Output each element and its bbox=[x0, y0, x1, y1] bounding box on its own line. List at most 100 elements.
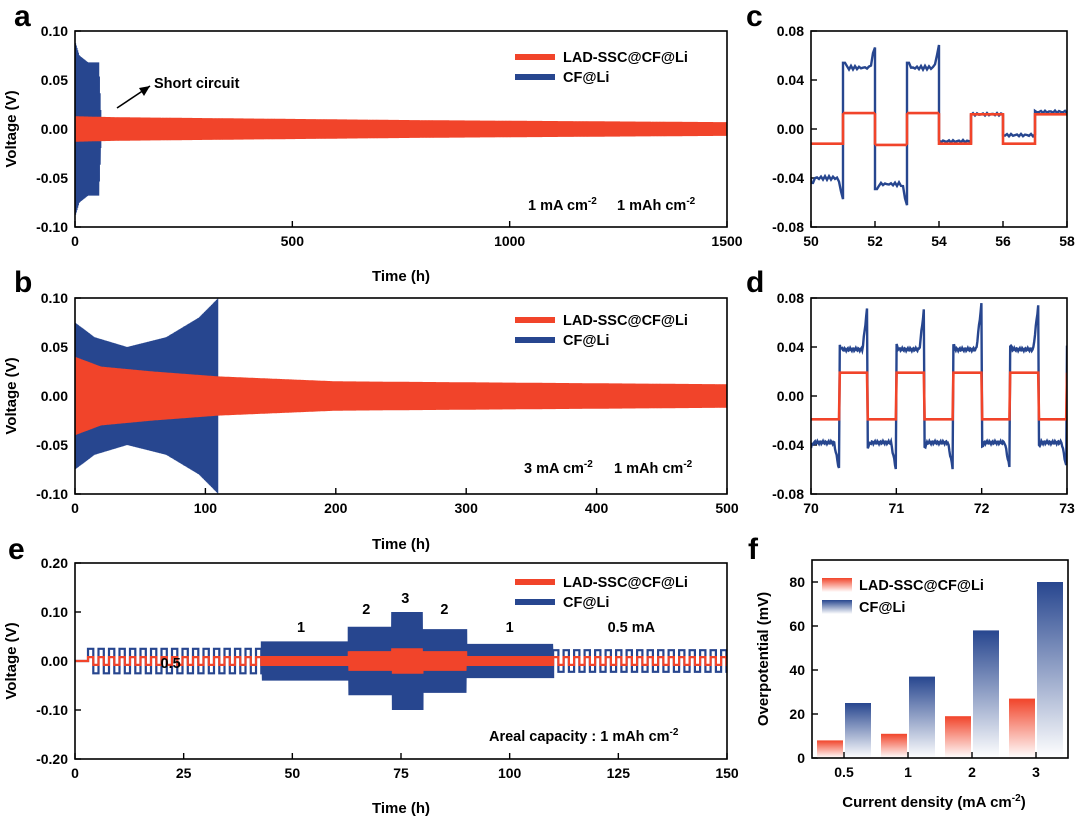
panel-letter: b bbox=[14, 266, 32, 299]
y-tick-label: -0.10 bbox=[36, 702, 68, 718]
series-lad-ssc bbox=[75, 648, 727, 674]
legend-label-lad: LAD-SSC@CF@Li bbox=[563, 575, 688, 591]
panel-e: 0.20 0.10 0.00 -0.10 -0.200 25 50 75 100 125 150 LA… bbox=[3, 533, 739, 817]
x-tick-label: 0 bbox=[71, 765, 79, 781]
x-tick-label: 52 bbox=[867, 233, 883, 249]
x-tick-label: 50 bbox=[285, 765, 301, 781]
condition-capacity-text: 1 mAh cm bbox=[614, 461, 683, 477]
y-tick-label: 80 bbox=[789, 574, 805, 590]
y-tick-label: 0.08 bbox=[777, 23, 804, 39]
series-group bbox=[811, 44, 1067, 206]
legend-label-lad: LAD-SSC@CF@Li bbox=[563, 313, 688, 329]
x-axis-label-exponent: -2 bbox=[1012, 793, 1021, 804]
legend-label-cf: CF@Li bbox=[563, 70, 609, 86]
x-tick-label: 50 bbox=[803, 233, 819, 249]
y-tick-label: 20 bbox=[789, 706, 805, 722]
condition-label: 1 mA cm-2 1 mAh cm-2 bbox=[528, 196, 696, 214]
rate-label: 1 bbox=[506, 620, 514, 636]
panel-letter: d bbox=[746, 266, 764, 299]
x-tick-label: 73 bbox=[1059, 500, 1075, 516]
y-tick-label: 0.00 bbox=[777, 121, 804, 137]
legend-label-cf: CF@Li bbox=[563, 595, 609, 611]
x-tick-label: 0 bbox=[71, 233, 79, 249]
y-tick-label: 0.04 bbox=[777, 72, 804, 88]
rate-label: 0.5 mA bbox=[608, 620, 656, 636]
x-axis-label: Time (h) bbox=[372, 800, 430, 817]
rate-label: 3 bbox=[401, 591, 409, 607]
x-tick-label: 100 bbox=[194, 500, 218, 516]
series-group bbox=[811, 302, 1067, 470]
bar-cf-li bbox=[909, 676, 935, 758]
x-tick-label: 150 bbox=[715, 765, 739, 781]
plot-frame bbox=[810, 297, 1068, 495]
panel-letter: c bbox=[746, 0, 763, 33]
x-axis-label-close: ) bbox=[1021, 794, 1026, 811]
x-tick-label: 3 bbox=[1032, 764, 1040, 780]
bar-lad-ssc bbox=[881, 733, 907, 758]
x-tick-label: 2 bbox=[968, 764, 976, 780]
y-tick-label: 0.00 bbox=[41, 121, 68, 137]
condition-capacity-exponent: -2 bbox=[683, 459, 692, 470]
y-tick-label: 0.05 bbox=[41, 339, 68, 355]
y-tick-label: 0.05 bbox=[41, 72, 68, 88]
x-tick-label: 72 bbox=[974, 500, 990, 516]
y-tick-label: -0.05 bbox=[36, 437, 68, 453]
condition-capacity: Areal capacity : 1 mAh cm-2 bbox=[489, 727, 679, 745]
condition-capacity-text: 1 mAh cm bbox=[617, 198, 686, 214]
y-tick-label: -0.20 bbox=[36, 751, 68, 767]
x-tick-label: 75 bbox=[393, 765, 409, 781]
x-tick-label: 500 bbox=[281, 233, 305, 249]
x-tick-label: 100 bbox=[498, 765, 522, 781]
condition-current: 3 mA cm-2 bbox=[524, 459, 593, 477]
y-tick-label: -0.05 bbox=[36, 170, 68, 186]
plot-frame bbox=[74, 30, 728, 228]
x-tick-label: 0 bbox=[71, 500, 79, 516]
series-lad-ssc bbox=[811, 371, 1067, 421]
x-tick-label: 70 bbox=[803, 500, 819, 516]
y-tick-label: 0.04 bbox=[777, 339, 804, 355]
x-tick-label: 125 bbox=[607, 765, 631, 781]
x-axis-label: Time (h) bbox=[372, 536, 430, 553]
y-axis-label: Voltage (V) bbox=[3, 90, 20, 167]
condition-current: 1 mA cm-2 bbox=[528, 196, 597, 214]
condition-current-exponent: -2 bbox=[584, 459, 593, 470]
bar-cf-li bbox=[973, 630, 999, 758]
rate-label: 1 bbox=[297, 620, 305, 636]
y-tick-label: -0.10 bbox=[36, 486, 68, 502]
y-axis-label: Voltage (V) bbox=[3, 357, 20, 434]
legend-label-lad: LAD-SSC@CF@Li bbox=[859, 578, 984, 594]
panel-a: 0.10 0.05 0.00 -0.05 -0.100 500 1000 1500 LAD-SS… bbox=[3, 0, 743, 285]
x-axis-label-text: Current density (mA cm bbox=[842, 794, 1011, 811]
x-tick-label: 1 bbox=[904, 764, 912, 780]
panel-b: 0.10 0.05 0.00 -0.05 -0.100 100 200 300 400 500 LA… bbox=[3, 266, 739, 553]
condition-capacity: 1 mAh cm-2 bbox=[614, 459, 693, 477]
y-tick-label: 0.00 bbox=[41, 388, 68, 404]
y-tick-label: -0.04 bbox=[772, 170, 804, 186]
y-tick-label: -0.04 bbox=[772, 437, 804, 453]
legend-swatch-cf bbox=[822, 600, 852, 614]
x-tick-label: 56 bbox=[995, 233, 1011, 249]
condition-capacity-exponent: -2 bbox=[670, 727, 679, 738]
y-tick-label: 0 bbox=[797, 750, 805, 766]
x-tick-label: 1500 bbox=[711, 233, 742, 249]
condition-current-text: 1 mA cm bbox=[528, 198, 588, 214]
x-axis-label: Current density (mA cm-2) bbox=[842, 793, 1025, 811]
plot-frame bbox=[811, 559, 1069, 759]
condition-capacity: 1 mAh cm-2 bbox=[617, 196, 696, 214]
panel-letter: f bbox=[748, 533, 759, 566]
x-tick-label: 0.5 bbox=[834, 764, 854, 780]
condition-current-text: 3 mA cm bbox=[524, 461, 584, 477]
y-tick-label: 0.00 bbox=[777, 388, 804, 404]
y-tick-label: -0.08 bbox=[772, 486, 804, 502]
x-tick-label: 54 bbox=[931, 233, 947, 249]
condition-capacity-text: Areal capacity : 1 mAh cm bbox=[489, 729, 670, 745]
series-lad-ssc bbox=[811, 111, 1067, 147]
plot-frame bbox=[810, 30, 1068, 228]
y-tick-label: 0.10 bbox=[41, 290, 68, 306]
series-group bbox=[75, 611, 727, 711]
y-tick-label: 0.10 bbox=[41, 604, 68, 620]
panel-letter: e bbox=[8, 533, 25, 566]
